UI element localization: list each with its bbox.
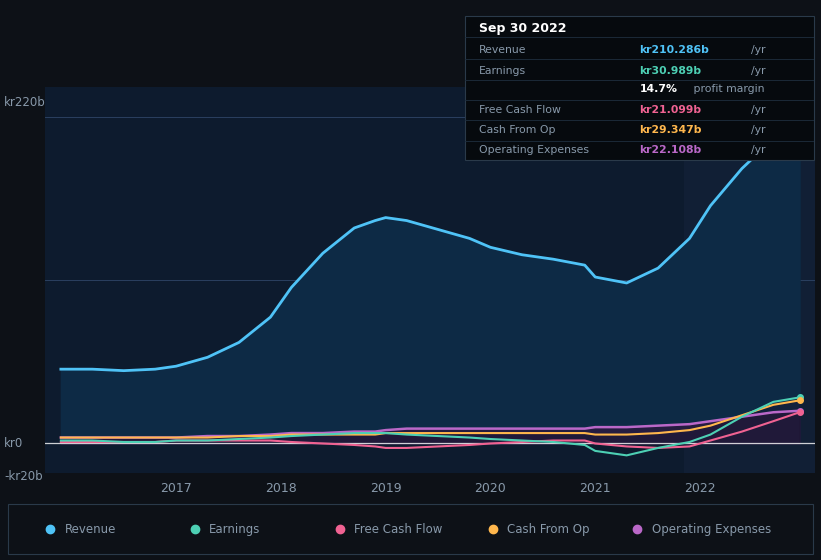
FancyBboxPatch shape [465,16,814,160]
Text: Sep 30 2022: Sep 30 2022 [479,22,566,35]
Text: Cash From Op: Cash From Op [479,125,555,135]
Text: kr22.108b: kr22.108b [640,145,702,155]
Text: Cash From Op: Cash From Op [507,522,589,536]
Text: Free Cash Flow: Free Cash Flow [479,105,561,115]
Text: kr210.286b: kr210.286b [640,45,709,55]
Text: Revenue: Revenue [65,522,116,536]
Text: kr29.347b: kr29.347b [640,125,702,135]
Text: kr30.989b: kr30.989b [640,66,702,76]
Text: Operating Expenses: Operating Expenses [652,522,771,536]
Text: /yr: /yr [751,45,766,55]
Text: /yr: /yr [751,125,766,135]
Text: Operating Expenses: Operating Expenses [479,145,589,155]
Text: Earnings: Earnings [479,66,525,76]
Text: profit margin: profit margin [690,85,765,95]
Text: /yr: /yr [751,66,766,76]
Text: Earnings: Earnings [209,522,261,536]
Text: kr0: kr0 [4,437,23,450]
Text: /yr: /yr [751,145,766,155]
Text: -kr20b: -kr20b [4,469,43,483]
Text: Free Cash Flow: Free Cash Flow [354,522,443,536]
Text: /yr: /yr [751,105,766,115]
Text: 14.7%: 14.7% [640,85,677,95]
Text: kr21.099b: kr21.099b [640,105,702,115]
Text: kr220b: kr220b [4,96,46,109]
Bar [684,87,815,473]
Text: Revenue: Revenue [479,45,526,55]
